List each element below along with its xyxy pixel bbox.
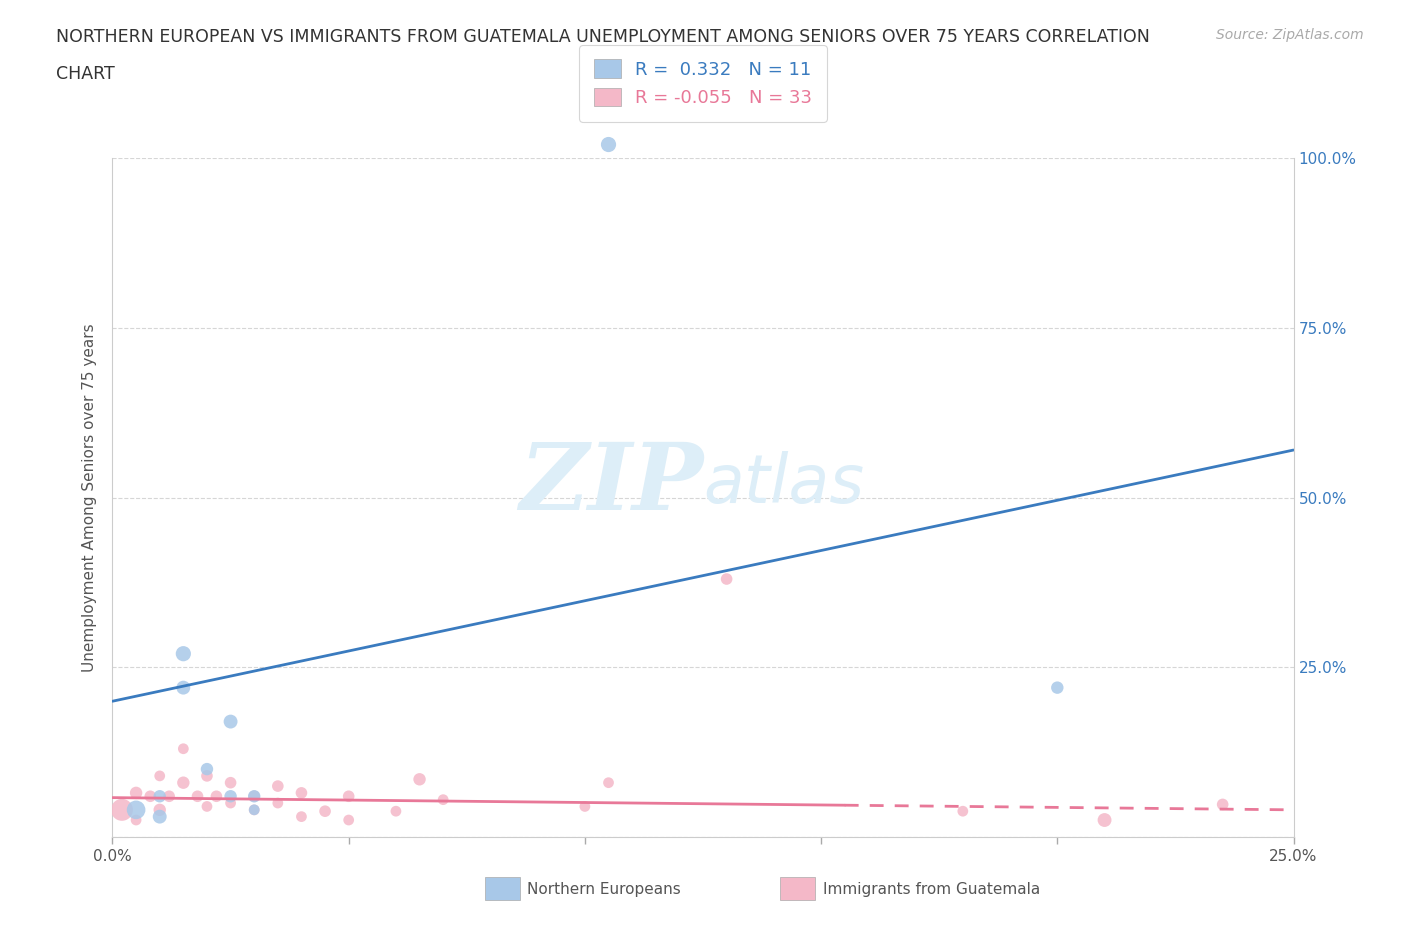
Point (172, 680, 194, 695)
Point (243, 803, 266, 817)
Text: atlas: atlas (703, 451, 865, 517)
Point (149, 803, 172, 817)
Point (219, 776, 242, 790)
Point (1094, 813, 1116, 828)
Text: CHART: CHART (56, 65, 115, 83)
Text: Immigrants from Guatemala: Immigrants from Guatemala (823, 882, 1040, 897)
Point (172, 741, 194, 756)
Point (125, 803, 148, 817)
Point (598, 137, 620, 152)
Point (195, 768, 218, 783)
Point (598, 776, 620, 790)
Point (243, 803, 266, 817)
Point (125, 786, 148, 801)
Point (149, 789, 172, 804)
Point (172, 776, 194, 790)
Point (219, 789, 242, 804)
Point (952, 804, 974, 818)
Point (243, 789, 266, 804)
Text: Source: ZipAtlas.com: Source: ZipAtlas.com (1216, 28, 1364, 42)
Point (267, 778, 290, 793)
Text: NORTHERN EUROPEAN VS IMMIGRANTS FROM GUATEMALA UNEMPLOYMENT AMONG SENIORS OVER 7: NORTHERN EUROPEAN VS IMMIGRANTS FROM GUA… (56, 28, 1150, 46)
Point (574, 799, 596, 814)
Text: ZIP: ZIP (519, 439, 703, 529)
Point (314, 804, 336, 818)
Point (1046, 680, 1069, 695)
Point (267, 796, 290, 811)
Point (290, 809, 312, 824)
Point (243, 789, 266, 804)
Point (219, 796, 242, 811)
Point (1212, 797, 1234, 812)
Point (125, 813, 148, 828)
Point (195, 799, 218, 814)
Point (157, 789, 180, 804)
Point (139, 789, 162, 804)
Point (290, 786, 312, 801)
Point (337, 813, 360, 828)
Legend: R =  0.332   N = 11, R = -0.055   N = 33: R = 0.332 N = 11, R = -0.055 N = 33 (579, 45, 827, 122)
Point (716, 572, 738, 587)
Y-axis label: Unemployment Among Seniors over 75 years: Unemployment Among Seniors over 75 years (82, 324, 97, 671)
Point (219, 714, 242, 729)
Point (111, 803, 134, 817)
Point (385, 804, 408, 818)
Point (408, 772, 430, 787)
Point (186, 789, 208, 804)
Point (432, 792, 454, 807)
Point (205, 789, 228, 804)
Point (337, 789, 360, 804)
Point (149, 768, 172, 783)
Text: Northern Europeans: Northern Europeans (527, 882, 681, 897)
Point (195, 762, 218, 777)
Point (149, 809, 172, 824)
Point (172, 646, 194, 661)
